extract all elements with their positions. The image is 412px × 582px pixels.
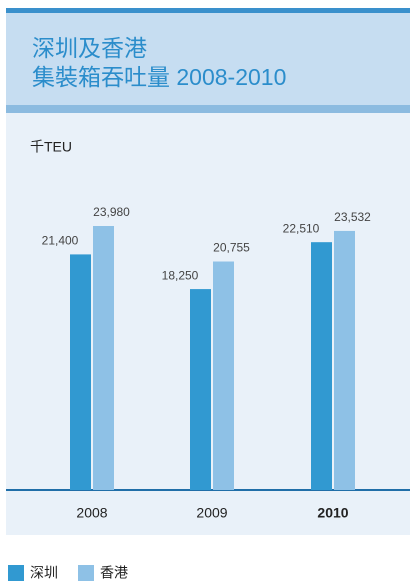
top-bar — [6, 8, 410, 13]
value-label: 22,510 — [283, 221, 320, 235]
x-tick-label: 2008 — [76, 505, 107, 521]
x-tick-label: 2009 — [196, 505, 227, 521]
bar — [213, 261, 234, 490]
legend-swatch — [78, 565, 94, 581]
bar — [311, 242, 332, 490]
value-label: 23,532 — [334, 210, 371, 224]
value-label: 23,980 — [93, 205, 130, 219]
chart-title: 深圳及香港 — [32, 35, 147, 61]
unit-label: 千TEU — [30, 139, 72, 155]
bar — [93, 226, 114, 490]
title-stripe — [6, 105, 410, 113]
x-tick-label: 2010 — [317, 505, 348, 521]
legend-swatch — [8, 565, 24, 581]
legend-label: 深圳 — [30, 565, 58, 581]
value-label: 21,400 — [42, 234, 79, 248]
legend-label: 香港 — [100, 565, 128, 581]
bar — [190, 289, 211, 490]
bar — [70, 254, 91, 490]
chart-subtitle: 集裝箱吞吐量 2008-2010 — [32, 64, 286, 90]
value-label: 18,250 — [162, 268, 199, 282]
bar — [334, 230, 355, 490]
value-label: 20,755 — [213, 241, 250, 255]
title-panel — [6, 13, 410, 105]
